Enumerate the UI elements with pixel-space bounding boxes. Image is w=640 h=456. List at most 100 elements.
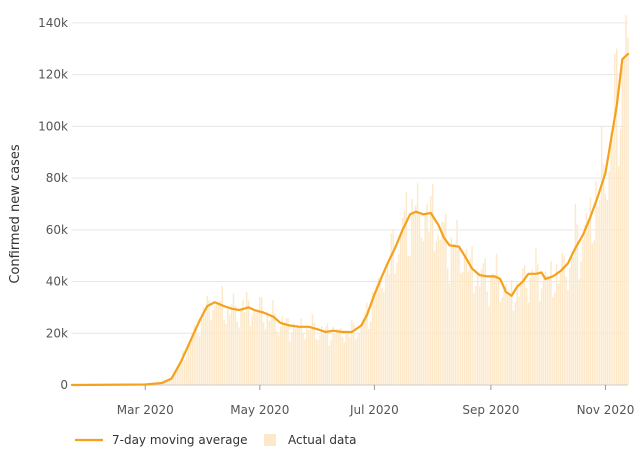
actual-data-bar [274, 313, 276, 385]
actual-data-bar [287, 317, 289, 385]
actual-data-bar [584, 224, 586, 385]
y-tick-label: 40k [46, 275, 68, 289]
x-tick-label: May 2020 [230, 403, 289, 417]
actual-data-bar [576, 224, 579, 385]
actual-data-bar [473, 292, 475, 385]
actual-data-bar [493, 276, 496, 385]
actual-data-bar [565, 276, 567, 385]
legend-label-actual: Actual data [288, 433, 356, 447]
actual-data-bar [508, 293, 511, 385]
actual-data-bar [593, 240, 595, 385]
actual-data-bar [619, 129, 622, 385]
actual-data-bar [227, 306, 229, 385]
actual-data-bar [399, 237, 402, 385]
actual-data-bar [285, 317, 287, 385]
actual-data-bar [550, 260, 552, 385]
actual-data-bar [443, 222, 445, 385]
actual-data-bar [411, 199, 413, 385]
actual-data-bar [176, 368, 178, 385]
actual-data-bar [587, 219, 590, 385]
actual-data-bar [230, 304, 233, 385]
actual-data-bar [446, 268, 449, 385]
actual-data-bar [486, 291, 488, 385]
actual-data-bar [291, 332, 293, 385]
actual-data-bar [540, 288, 543, 385]
actual-data-bar [338, 329, 340, 385]
actual-data-bar [597, 206, 599, 385]
actual-data-bar [214, 305, 216, 385]
y-axis-ticks: 0 20k 40k 60k 80k 100k 120k 140k [38, 16, 68, 392]
actual-data-bar [257, 310, 259, 385]
actual-data-bar [602, 163, 605, 385]
actual-data-bar [276, 330, 278, 385]
actual-data-bar [463, 257, 466, 385]
actual-data-bar [219, 300, 222, 385]
actual-data-bar [401, 217, 404, 385]
actual-data-bar [398, 253, 400, 385]
actual-data-bar [538, 300, 541, 385]
actual-data-bar [260, 297, 263, 385]
actual-data-bar [289, 340, 291, 385]
actual-data-bar [368, 329, 370, 385]
actual-data-bar [552, 296, 554, 385]
actual-data-bar [313, 322, 316, 385]
actual-data-bar [206, 295, 208, 385]
x-tick-label: Mar 2020 [117, 403, 174, 417]
actual-data-bar [426, 204, 428, 385]
actual-data-bar [353, 323, 355, 385]
actual-data-bar [527, 302, 530, 385]
actual-data-bar [482, 263, 485, 385]
actual-data-bar [570, 251, 573, 385]
actual-data-bar [167, 379, 169, 385]
legend-bar-swatch [264, 434, 276, 446]
actual-data-bar [245, 291, 248, 385]
actual-data-bar [315, 338, 317, 385]
actual-data-bar [507, 295, 509, 385]
actual-data-bar [195, 325, 197, 385]
actual-data-bar [595, 180, 597, 385]
y-tick-label: 20k [46, 326, 68, 340]
actual-data-bar [296, 324, 299, 385]
actual-data-bar [262, 322, 265, 385]
actual-data-bar [360, 323, 362, 385]
actual-data-bar [484, 258, 486, 385]
actual-data-bar [247, 300, 250, 385]
actual-data-bar [563, 255, 565, 385]
actual-data-bar [522, 268, 524, 385]
actual-data-bars [121, 15, 629, 386]
actual-data-bar [240, 309, 242, 385]
actual-data-bar [356, 337, 359, 385]
actual-data-bar [437, 235, 440, 385]
actual-data-bar [433, 251, 436, 385]
actual-data-bar [178, 365, 180, 385]
actual-data-bar [294, 328, 297, 385]
actual-data-bar [465, 248, 468, 385]
actual-data-bar [520, 281, 522, 385]
actual-data-bar [461, 271, 464, 385]
actual-data-bar [614, 53, 616, 385]
actual-data-bar [180, 359, 182, 385]
actual-data-bar [174, 372, 177, 385]
actual-data-bar [328, 345, 331, 385]
actual-data-bar [546, 274, 548, 385]
actual-data-bar [525, 288, 528, 385]
actual-data-bar [505, 283, 507, 385]
actual-data-bar [324, 326, 327, 385]
actual-data-bar [435, 241, 438, 385]
actual-data-bar [311, 314, 314, 385]
actual-data-bar [210, 319, 212, 385]
actual-data-bar [469, 258, 471, 385]
actual-data-bar [531, 269, 533, 385]
actual-data-bar [492, 273, 494, 385]
actual-data-bar [364, 312, 366, 385]
actual-data-bar [439, 239, 441, 385]
actual-data-bar [191, 332, 193, 385]
actual-data-bar [229, 314, 231, 385]
actual-data-bar [548, 278, 550, 385]
y-tick-label: 80k [46, 171, 68, 185]
actual-data-bar [172, 376, 175, 385]
actual-data-bar [345, 330, 347, 385]
actual-data-bar [456, 219, 458, 385]
actual-data-bar [608, 171, 610, 385]
actual-data-bar [460, 273, 462, 385]
